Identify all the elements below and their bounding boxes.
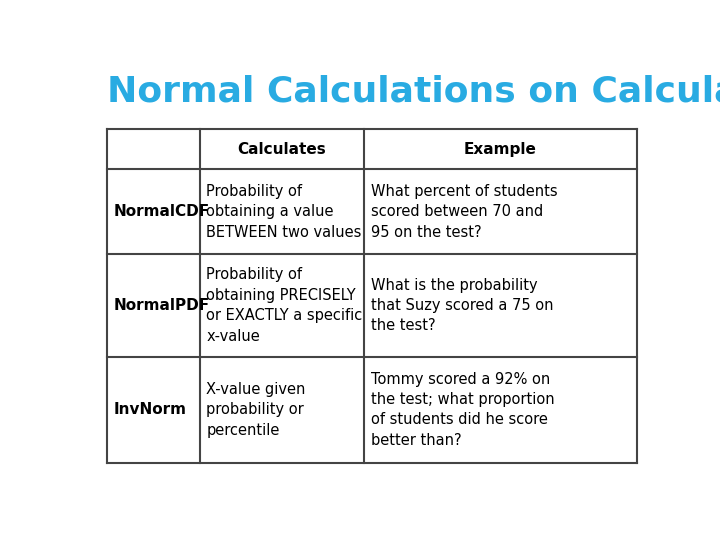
Text: X-value given
probability or
percentile: X-value given probability or percentile	[206, 382, 305, 437]
Text: NormalPDF: NormalPDF	[114, 298, 210, 313]
Text: Probability of
obtaining PRECISELY
or EXACTLY a specific
x-value: Probability of obtaining PRECISELY or EX…	[206, 267, 362, 343]
Text: What is the probability
that Suzy scored a 75 on
the test?: What is the probability that Suzy scored…	[371, 278, 553, 333]
Text: What percent of students
scored between 70 and
95 on the test?: What percent of students scored between …	[371, 184, 557, 240]
Text: Tommy scored a 92% on
the test; what proportion
of students did he score
better : Tommy scored a 92% on the test; what pro…	[371, 372, 554, 448]
Text: NormalCDF: NormalCDF	[114, 204, 210, 219]
Text: Calculates: Calculates	[238, 141, 326, 157]
Text: Probability of
obtaining a value
BETWEEN two values: Probability of obtaining a value BETWEEN…	[206, 184, 361, 240]
Text: InvNorm: InvNorm	[114, 402, 186, 417]
Text: Normal Calculations on Calculator: Normal Calculations on Calculator	[107, 75, 720, 109]
Text: Example: Example	[464, 141, 537, 157]
